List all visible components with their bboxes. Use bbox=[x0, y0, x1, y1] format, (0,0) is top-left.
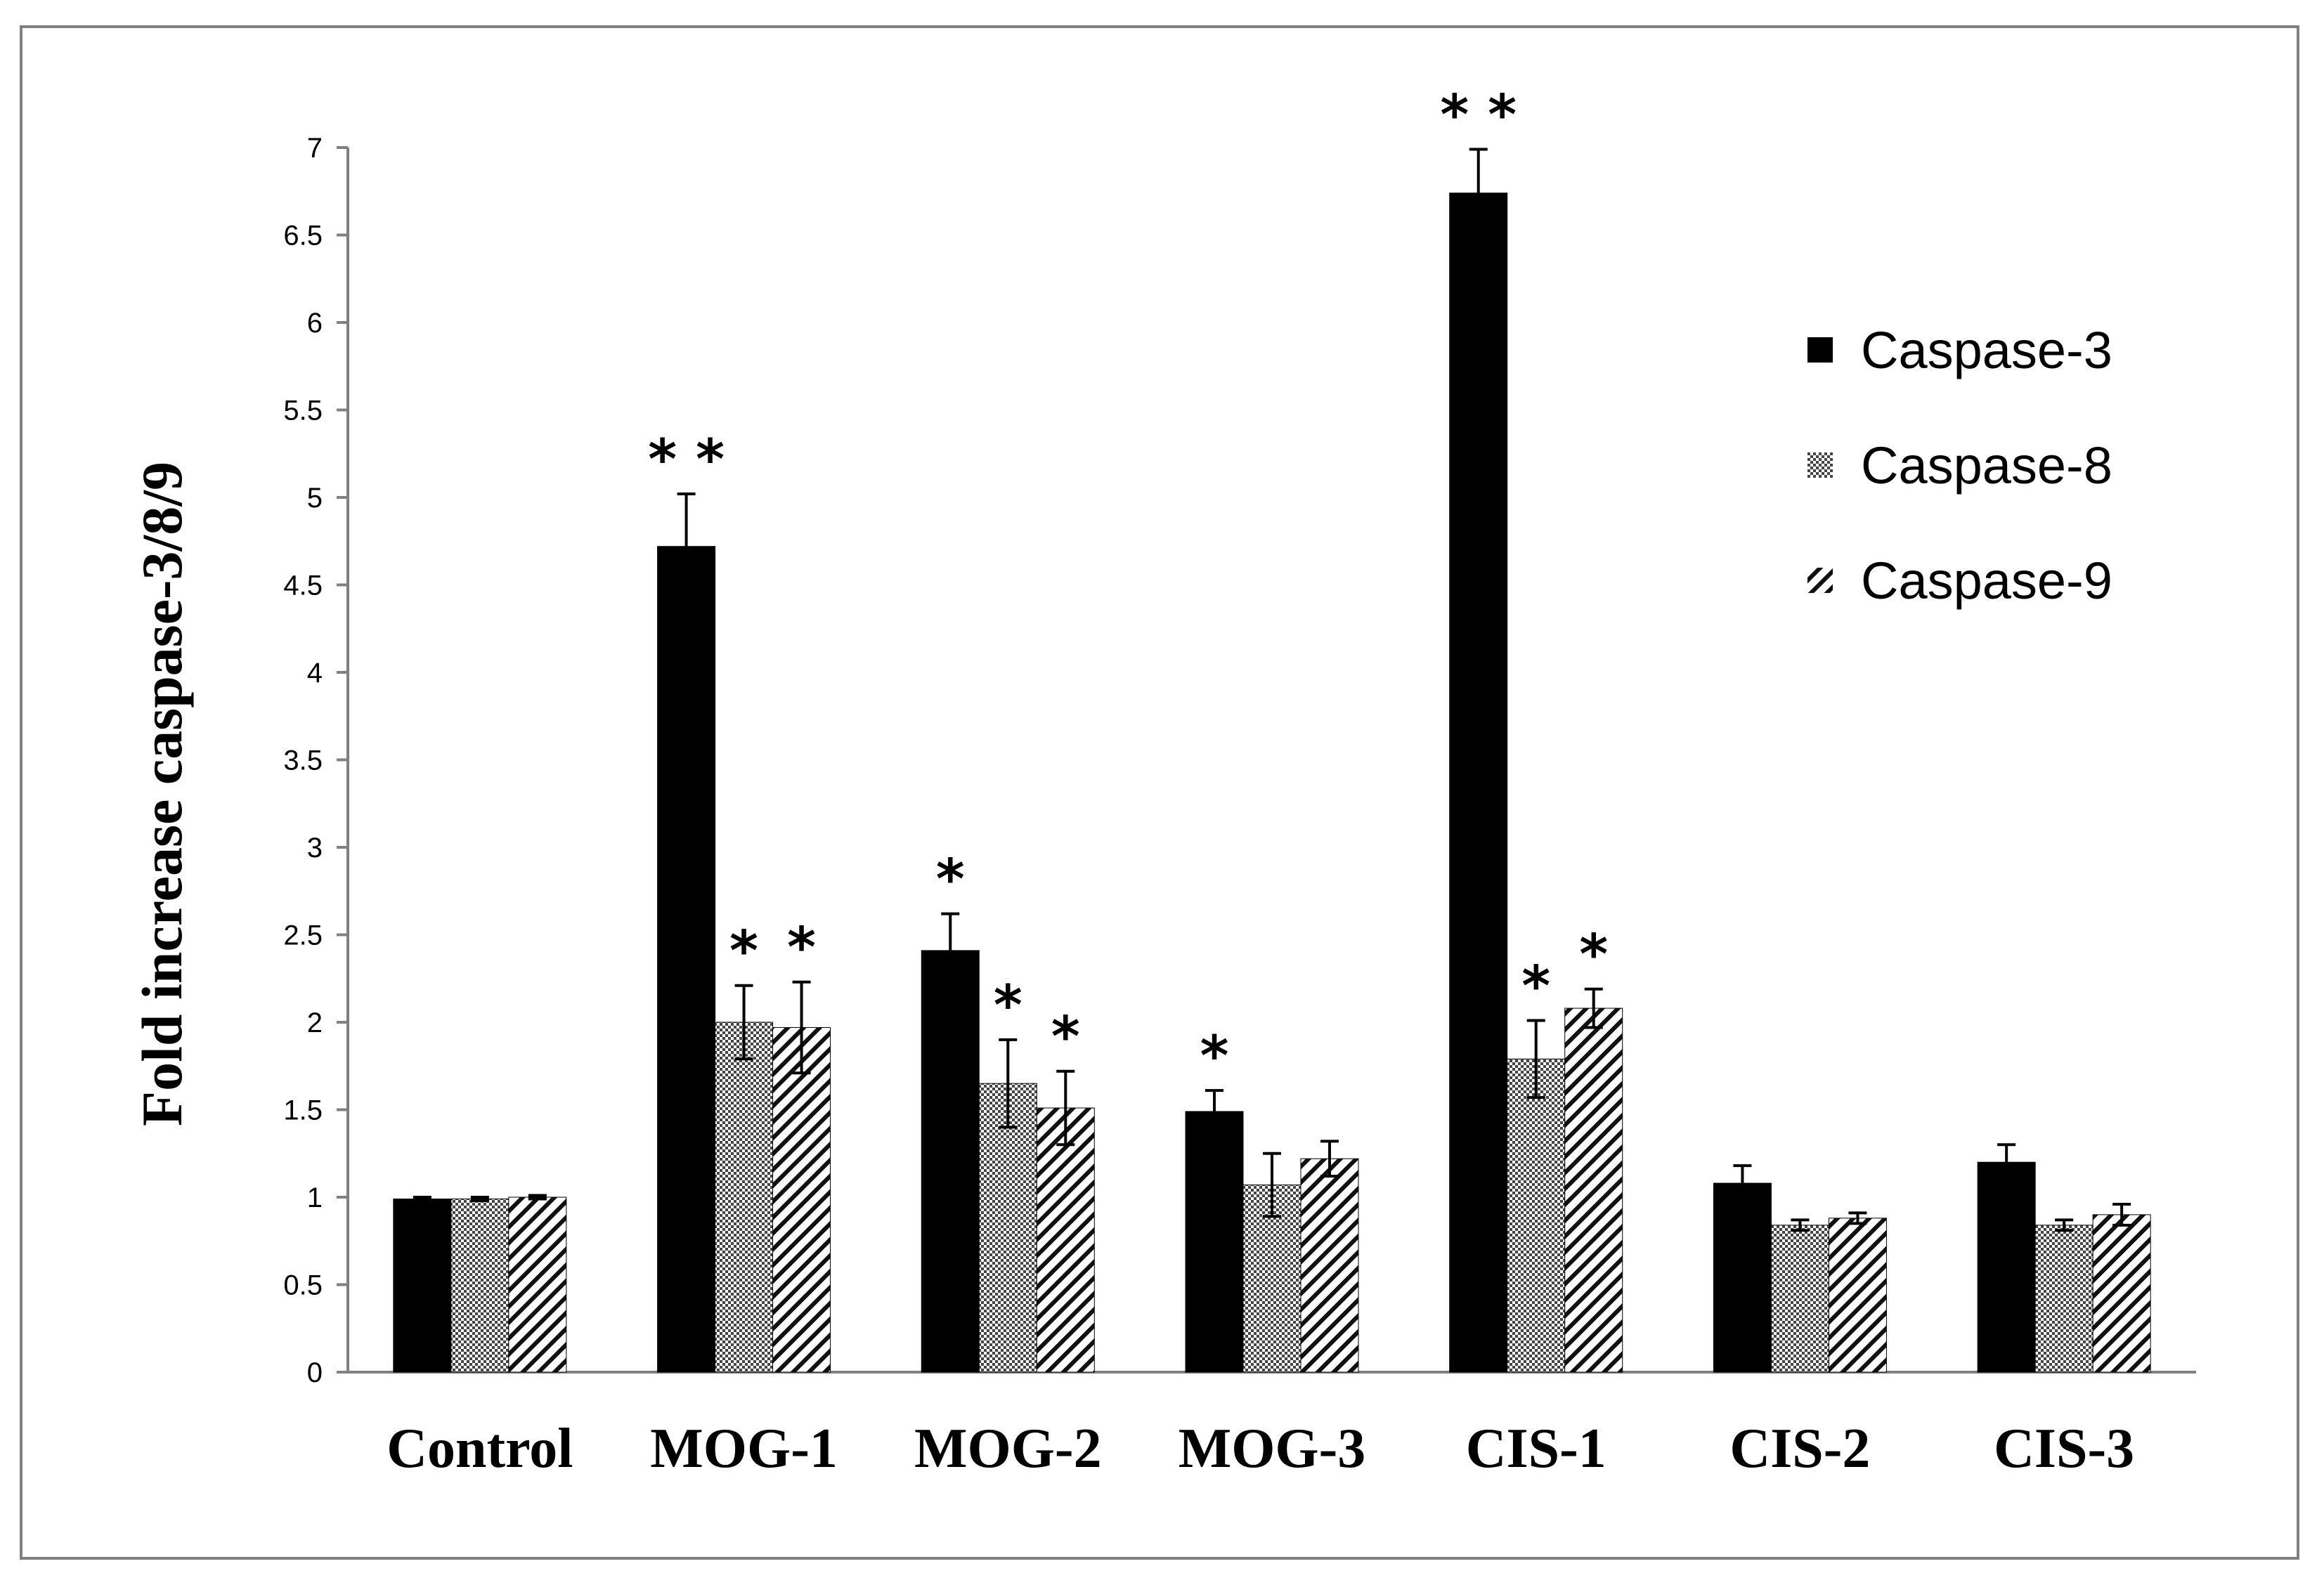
significance-caspase-3-cis-1: * * bbox=[1440, 84, 1517, 147]
bar-caspase-3-cis-2 bbox=[1713, 1182, 1772, 1373]
bar-caspase-8-control bbox=[450, 1198, 509, 1373]
bar-caspase-8-cis-3 bbox=[2034, 1225, 2093, 1373]
bar-caspase-8-mog-1 bbox=[715, 1022, 774, 1373]
y-tick-label: 3.5 bbox=[283, 745, 323, 776]
significance-caspase-9-mog-2: * bbox=[1051, 1006, 1080, 1069]
legend-item-caspase-8: Caspase-8 bbox=[1807, 436, 2112, 495]
y-tick-label: 0.5 bbox=[283, 1270, 323, 1301]
bar-caspase-3-cis-1 bbox=[1449, 193, 1508, 1373]
bar-caspase-8-mog-2 bbox=[978, 1083, 1037, 1373]
y-tick-label: 1.5 bbox=[283, 1095, 323, 1126]
legend: Caspase-3 Caspase-8 Caspase-9 bbox=[1807, 321, 2112, 610]
bar-caspase-3-cis-3 bbox=[1977, 1161, 2036, 1373]
legend-swatch-caspase-3 bbox=[1807, 337, 1833, 363]
x-tick-label-mog-1: MOG-1 bbox=[650, 1418, 838, 1480]
y-tick-label: 7 bbox=[307, 133, 323, 164]
y-tick-label: 4 bbox=[307, 658, 323, 689]
bar-caspase-9-mog-1 bbox=[772, 1026, 831, 1373]
bar-caspase-9-cis-2 bbox=[1828, 1218, 1887, 1373]
y-tick-label: 5.5 bbox=[283, 396, 323, 426]
bar-caspase-3-control bbox=[393, 1198, 452, 1373]
y-tick-label: 2 bbox=[307, 1007, 323, 1038]
chart-frame bbox=[20, 25, 2299, 1560]
x-tick-label-control: Control bbox=[387, 1418, 573, 1480]
bar-caspase-3-mog-2 bbox=[921, 950, 980, 1373]
bar-caspase-9-cis-3 bbox=[2092, 1214, 2151, 1373]
y-tick-label: 5 bbox=[307, 483, 323, 514]
legend-label-caspase-9: Caspase-9 bbox=[1861, 552, 2112, 610]
significance-caspase-3-mog-1: * * bbox=[648, 429, 725, 492]
y-tick-label: 6 bbox=[307, 308, 323, 339]
bar-caspase-9-mog-2 bbox=[1036, 1107, 1095, 1373]
bar-caspase-9-control bbox=[508, 1196, 567, 1373]
y-axis-label: Fold increase caspase-3/8/9 bbox=[130, 462, 194, 1126]
x-tick-label-cis-3: CIS-3 bbox=[1994, 1418, 2134, 1480]
y-tick-label: 0 bbox=[307, 1357, 323, 1388]
y-tick-label: 6.5 bbox=[283, 221, 323, 252]
y-tick-label: 1 bbox=[307, 1182, 323, 1213]
bar-caspase-3-mog-3 bbox=[1185, 1111, 1244, 1373]
x-tick-label-mog-3: MOG-3 bbox=[1179, 1418, 1366, 1480]
bar-caspase-8-cis-2 bbox=[1770, 1225, 1829, 1373]
y-tick-label: 4.5 bbox=[283, 570, 323, 601]
significance-caspase-8-mog-1: * bbox=[729, 920, 758, 984]
bar-caspase-9-cis-1 bbox=[1564, 1007, 1623, 1373]
significance-caspase-8-cis-1: * bbox=[1521, 955, 1550, 1019]
bar-caspase-3-mog-1 bbox=[657, 546, 716, 1373]
y-tick-label: 2.5 bbox=[283, 920, 323, 951]
legend-item-caspase-3: Caspase-3 bbox=[1807, 321, 2112, 379]
x-tick-label-cis-2: CIS-2 bbox=[1729, 1418, 1870, 1480]
x-tick-label-cis-1: CIS-1 bbox=[1466, 1418, 1606, 1480]
significance-caspase-3-mog-3: * bbox=[1200, 1025, 1229, 1088]
legend-label-caspase-3: Caspase-3 bbox=[1861, 321, 2112, 379]
legend-label-caspase-8: Caspase-8 bbox=[1861, 436, 2112, 495]
significance-caspase-9-mog-1: * bbox=[787, 917, 816, 980]
bar-caspase-8-cis-1 bbox=[1507, 1058, 1566, 1373]
significance-caspase-9-cis-1: * bbox=[1579, 924, 1608, 987]
bar-caspase-9-mog-3 bbox=[1300, 1158, 1359, 1373]
legend-swatch-caspase-8 bbox=[1807, 452, 1833, 478]
x-tick-label-mog-2: MOG-2 bbox=[914, 1418, 1102, 1480]
y-tick-label: 3 bbox=[307, 833, 323, 863]
legend-item-caspase-9: Caspase-9 bbox=[1807, 552, 2112, 610]
plot-area: 0 0.5 1 1.5 2 2.5 3 3.5 4 4.5 5 5.5 6 6.5 7 Control * * *… bbox=[283, 84, 2196, 1480]
legend-swatch-caspase-9 bbox=[1807, 568, 1833, 593]
significance-caspase-3-mog-2: * bbox=[936, 849, 965, 912]
significance-caspase-8-mog-2: * bbox=[994, 974, 1023, 1038]
